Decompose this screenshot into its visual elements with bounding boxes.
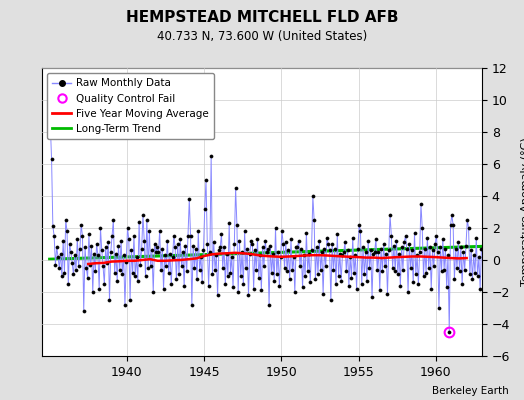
Text: 40.733 N, 73.600 W (United States): 40.733 N, 73.600 W (United States) <box>157 30 367 43</box>
Legend: Raw Monthly Data, Quality Control Fail, Five Year Moving Average, Long-Term Tren: Raw Monthly Data, Quality Control Fail, … <box>47 73 214 139</box>
Text: HEMPSTEAD MITCHELL FLD AFB: HEMPSTEAD MITCHELL FLD AFB <box>126 10 398 25</box>
Text: Berkeley Earth: Berkeley Earth <box>432 386 508 396</box>
Y-axis label: Temperature Anomaly (°C): Temperature Anomaly (°C) <box>521 138 524 286</box>
